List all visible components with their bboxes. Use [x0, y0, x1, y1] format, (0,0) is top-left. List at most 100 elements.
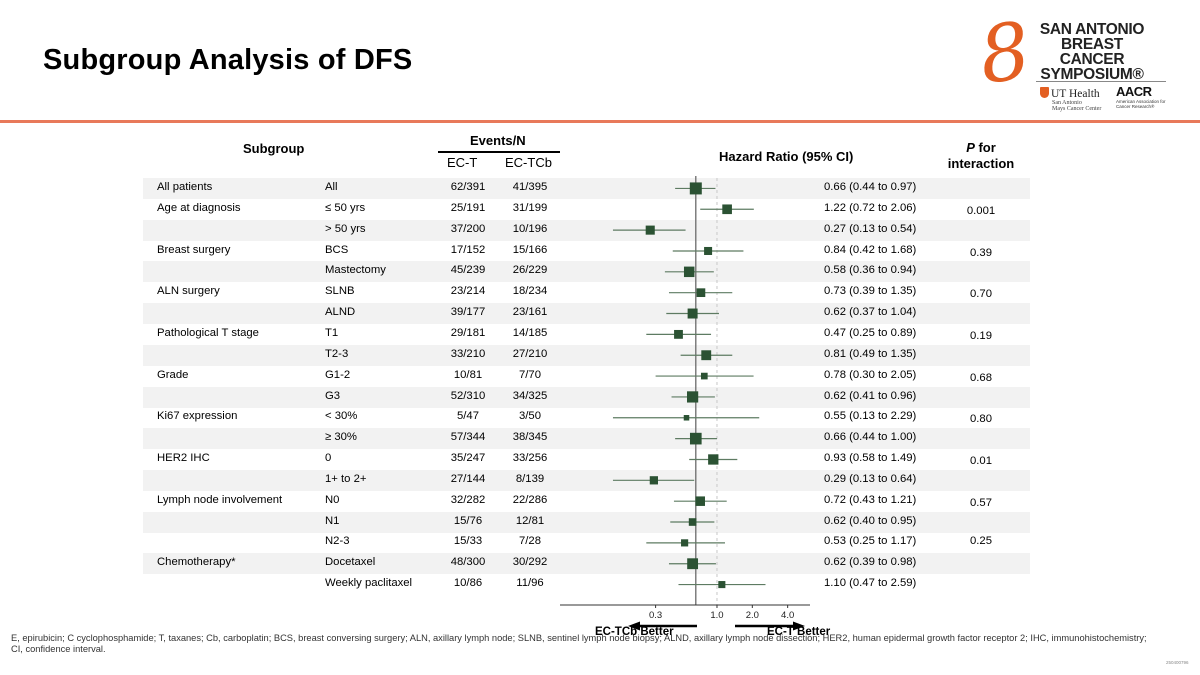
row-stripe — [143, 219, 1030, 241]
row-stripe — [143, 428, 1030, 450]
logo-wordmark: SAN ANTONIO BREAST CANCER SYMPOSIUM® — [1028, 21, 1156, 83]
subgroup-level: SLNB — [325, 285, 355, 298]
logo-line-3: SYMPOSIUM® — [1040, 66, 1144, 83]
subgroup-level: Docetaxel — [325, 556, 376, 569]
hr-ci-text: 0.47 (0.25 to 0.89) — [824, 326, 917, 339]
events-ect: 23/214 — [450, 285, 486, 298]
hr-ci-text: 1.10 (0.47 to 2.59) — [824, 577, 917, 590]
events-ectcb: 12/81 — [515, 514, 545, 527]
header-p-interaction: P for interaction — [942, 140, 1020, 172]
events-ect: 57/344 — [450, 431, 486, 444]
x-tick-label: 0.3 — [649, 610, 662, 621]
hr-marker — [722, 204, 732, 215]
events-ect: 5/47 — [457, 410, 479, 423]
row-stripe — [143, 344, 1030, 366]
events-ect: 48/300 — [450, 556, 486, 569]
events-ect: 52/310 — [450, 389, 486, 402]
events-ect: 45/239 — [450, 264, 486, 277]
ut-health-sub2: Mays Cancer Center — [1052, 106, 1102, 112]
p-rest: for — [974, 140, 996, 155]
events-ectcb: 38/345 — [512, 431, 548, 444]
hr-ci-text: 0.58 (0.36 to 0.94) — [824, 264, 917, 277]
events-ectcb: 33/256 — [512, 452, 548, 465]
p-interaction: 0.39 — [970, 246, 992, 259]
events-ect: 29/181 — [450, 326, 486, 339]
subgroup-label: Ki67 expression — [157, 410, 238, 423]
events-ect: 15/33 — [453, 535, 483, 548]
hr-marker — [704, 246, 713, 255]
events-ect: 39/177 — [450, 306, 486, 319]
x-tick-label: 4.0 — [781, 610, 794, 621]
subgroup-level: ≥ 30% — [325, 431, 357, 444]
events-ect: 35/247 — [450, 452, 486, 465]
hr-marker — [718, 581, 726, 589]
subgroup-level: All — [325, 181, 338, 193]
events-ectcb: 41/395 — [512, 181, 548, 193]
events-ectcb: 27/210 — [512, 347, 548, 360]
p-interaction: 0.19 — [970, 329, 992, 342]
subgroup-level: < 30% — [325, 410, 358, 423]
aacr-label: AACR — [1116, 84, 1152, 99]
subgroup-level: N0 — [325, 493, 340, 506]
aacr-logo: AACR American Association for Cancer Res… — [1116, 84, 1180, 109]
events-ectcb: 14/185 — [512, 326, 548, 339]
hr-ci-text: 0.73 (0.39 to 1.35) — [824, 285, 917, 298]
header-events: Events/N — [470, 133, 526, 148]
events-ectcb: 7/28 — [519, 535, 541, 548]
logo-line-1: SAN ANTONIO — [1039, 21, 1145, 38]
slide-code: 250400796 — [1166, 660, 1189, 665]
subgroup-label: ALN surgery — [157, 285, 220, 298]
row-stripe — [143, 303, 1030, 325]
subgroup-level: N2-3 — [325, 535, 350, 548]
subgroup-level: 0 — [325, 452, 332, 465]
hr-ci-text: 1.22 (0.72 to 2.06) — [824, 201, 917, 214]
hr-marker — [645, 225, 655, 235]
events-ect: 62/391 — [450, 181, 486, 193]
p-interaction: 0.001 — [966, 204, 996, 217]
p-italic: P — [966, 140, 975, 155]
hr-marker — [681, 539, 689, 547]
events-ect: 10/81 — [453, 368, 483, 381]
events-ect: 33/210 — [450, 347, 486, 360]
events-ect: 27/144 — [450, 472, 486, 485]
hr-ci-text: 0.81 (0.49 to 1.35) — [824, 347, 917, 360]
hr-marker — [683, 415, 690, 421]
events-ectcb: 18/234 — [512, 285, 548, 298]
row-stripe — [143, 178, 1030, 199]
hr-ci-text: 0.78 (0.30 to 2.05) — [824, 368, 917, 381]
p-interaction: 0.57 — [970, 496, 992, 509]
subgroup-level: 1+ to 2+ — [325, 472, 367, 485]
hr-ci-text: 0.62 (0.40 to 0.95) — [824, 514, 917, 527]
events-ectcb: 31/199 — [512, 201, 548, 214]
hr-marker — [708, 454, 719, 465]
events-ectcb: 23/161 — [512, 306, 548, 319]
logo-line-2: BREAST CANCER — [1059, 36, 1125, 68]
events-ectcb: 3/50 — [519, 410, 541, 423]
subgroup-label: Age at diagnosis — [157, 201, 241, 214]
x-tick-label: 1.0 — [710, 610, 723, 621]
subgroup-level: Mastectomy — [325, 264, 386, 277]
subgroup-level: T2-3 — [325, 347, 349, 360]
footnote: E, epirubicin; C cyclophosphamide; T, ta… — [11, 633, 1147, 654]
hr-marker — [686, 391, 699, 403]
header-arm2: EC-TCb — [505, 155, 552, 170]
hr-marker — [687, 558, 699, 570]
subgroup-label: Grade — [157, 368, 189, 381]
hr-marker — [695, 496, 705, 506]
subgroup-label: HER2 IHC — [157, 452, 210, 465]
subgroup-level: Weekly paclitaxel — [325, 577, 413, 590]
events-ectcb: 34/325 — [512, 389, 548, 402]
events-ectcb: 22/286 — [512, 493, 548, 506]
p-line2: interaction — [947, 156, 1015, 171]
row-stripe — [143, 511, 1030, 533]
subgroup-label: Lymph node involvement — [157, 493, 283, 506]
hr-ci-text: 0.55 (0.13 to 2.29) — [824, 410, 917, 423]
subgroup-label: Pathological T stage — [157, 326, 259, 339]
hr-marker — [683, 266, 695, 278]
hr-ci-text: 0.66 (0.44 to 0.97) — [824, 181, 917, 193]
subgroup-level: > 50 yrs — [325, 222, 366, 235]
events-ectcb: 8/139 — [515, 472, 545, 485]
hr-marker — [688, 518, 697, 526]
hr-marker — [687, 308, 698, 319]
